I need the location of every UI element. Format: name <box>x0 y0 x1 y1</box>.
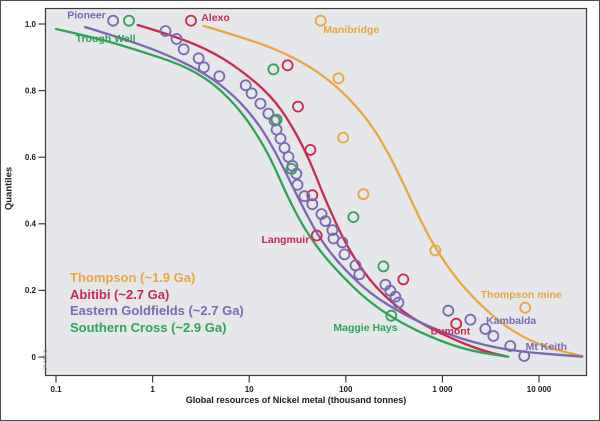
point-eastern-goldfields-2-7-ga <box>392 296 405 309</box>
point-eastern-goldfields-2-7-ga <box>177 43 190 56</box>
point-eastern-goldfields-2-7-ga <box>353 268 366 281</box>
y-tick-label: 0.6 <box>25 153 37 162</box>
y-tick-label: 1.0 <box>25 20 37 29</box>
point-eastern-goldfields-2-7-ga <box>518 350 531 362</box>
x-tick-label: 10 000 <box>527 385 552 394</box>
annotation-manibridge: Manibridge <box>323 24 379 36</box>
y-axis-title: Quantiles <box>3 166 15 211</box>
point-eastern-goldfields-2-7-ga <box>306 198 319 211</box>
annotation-langmuir: Langmuir <box>261 234 309 246</box>
point-thompson-1-9-ga <box>314 14 327 27</box>
point-eastern-goldfields-2-7-ga <box>326 224 339 237</box>
point-thompson-1-9-ga <box>519 301 532 314</box>
point-thompson-1-9-ga <box>337 131 350 144</box>
point-eastern-goldfields-2-7-ga <box>245 87 258 100</box>
point-abitibi-2-7-ga <box>397 273 410 286</box>
y-tick-label: 0.8 <box>25 86 37 95</box>
legend-item-eastern-goldfields: Eastern Goldfields (~2.7 Ga) <box>70 303 244 318</box>
point-southern-cross-2-9-ga <box>377 260 390 273</box>
x-tick-label: 1 000 <box>432 385 453 394</box>
annotation-kambalda: Kambalda <box>486 315 536 327</box>
annotation-alexo: Alexo <box>201 12 230 24</box>
point-southern-cross-2-9-ga <box>385 309 398 322</box>
point-abitibi-2-7-ga <box>450 317 463 330</box>
y-tick-label: 0.2 <box>25 286 37 295</box>
x-tick-label: 100 <box>339 385 353 394</box>
annotation-maggie-hays: Maggie Hays <box>333 322 397 334</box>
point-eastern-goldfields-2-7-ga <box>479 323 492 335</box>
point-eastern-goldfields-2-7-ga <box>192 52 205 65</box>
point-abitibi-2-7-ga <box>292 100 304 113</box>
point-abitibi-2-7-ga <box>306 189 319 202</box>
x-tick-label: 1 <box>150 385 155 394</box>
point-eastern-goldfields-2-7-ga <box>213 70 226 83</box>
point-eastern-goldfields-2-7-ga <box>338 248 351 261</box>
point-thompson-1-9-ga <box>332 72 345 85</box>
point-eastern-goldfields-2-7-ga <box>239 79 252 92</box>
legend-item-thompson: Thompson (~1.9 Ga) <box>70 270 196 285</box>
x-axis-title: Global resources of Nickel metal (thousa… <box>185 395 407 405</box>
point-eastern-goldfields-2-7-ga <box>487 330 500 342</box>
point-eastern-goldfields-2-7-ga <box>254 97 267 110</box>
point-eastern-goldfields-2-7-ga <box>107 14 119 27</box>
point-thompson-1-9-ga <box>357 188 370 201</box>
point-eastern-goldfields-2-7-ga <box>336 236 349 249</box>
point-eastern-goldfields-2-7-ga <box>291 178 304 191</box>
annotation-mt-keith: Mt Keith <box>526 341 567 353</box>
legend-item-abitibi: Abitibi (~2.7 Ga) <box>70 286 170 302</box>
point-eastern-goldfields-2-7-ga <box>159 25 172 37</box>
annotation-trough-well: Trough Well <box>76 33 136 45</box>
point-eastern-goldfields-2-7-ga <box>262 107 275 120</box>
point-abitibi-2-7-ga <box>304 143 317 156</box>
point-eastern-goldfields-2-7-ga <box>298 190 311 203</box>
curve-southern-cross-2-9-ga <box>54 27 510 358</box>
x-tick-label: 10 <box>245 385 254 394</box>
figure-id-note: 04-160-3 <box>43 350 49 371</box>
point-eastern-goldfields-2-7-ga <box>319 215 332 228</box>
point-abitibi-2-7-ga <box>281 59 294 72</box>
point-thompson-1-9-ga <box>429 244 442 257</box>
point-southern-cross-2-9-ga <box>285 162 298 175</box>
curve-thompson-1-9-ga <box>202 24 584 358</box>
x-tick-label: 0.1 <box>50 385 62 394</box>
point-eastern-goldfields-2-7-ga <box>464 313 477 326</box>
legend-item-southern-cross: Southern Cross (~2.9 Ga) <box>70 319 227 335</box>
point-southern-cross-2-9-ga <box>267 63 280 76</box>
point-eastern-goldfields-2-7-ga <box>442 304 455 317</box>
point-eastern-goldfields-2-7-ga <box>504 340 517 352</box>
curve-eastern-goldfields-2-7-ga <box>83 25 584 358</box>
point-southern-cross-2-9-ga <box>123 14 135 27</box>
point-eastern-goldfields-2-7-ga <box>170 33 183 45</box>
annotation-thompson-mine: Thompson mine <box>481 289 562 301</box>
point-abitibi-2-7-ga <box>185 14 197 27</box>
legend: Thompson (~1.9 Ga) Abitibi (~2.7 Ga) Eas… <box>70 270 244 336</box>
y-tick-label: 0 <box>32 353 37 362</box>
y-tick-label: 0.4 <box>25 220 37 229</box>
point-southern-cross-2-9-ga <box>347 211 360 224</box>
annotation-dumont: Dumont <box>431 326 471 338</box>
point-eastern-goldfields-2-7-ga <box>389 290 402 303</box>
point-abitibi-2-7-ga <box>310 229 323 242</box>
point-eastern-goldfields-2-7-ga <box>197 61 210 74</box>
point-southern-cross-2-9-ga <box>270 113 283 126</box>
annotation-pioneer: Pioneer <box>67 10 106 22</box>
